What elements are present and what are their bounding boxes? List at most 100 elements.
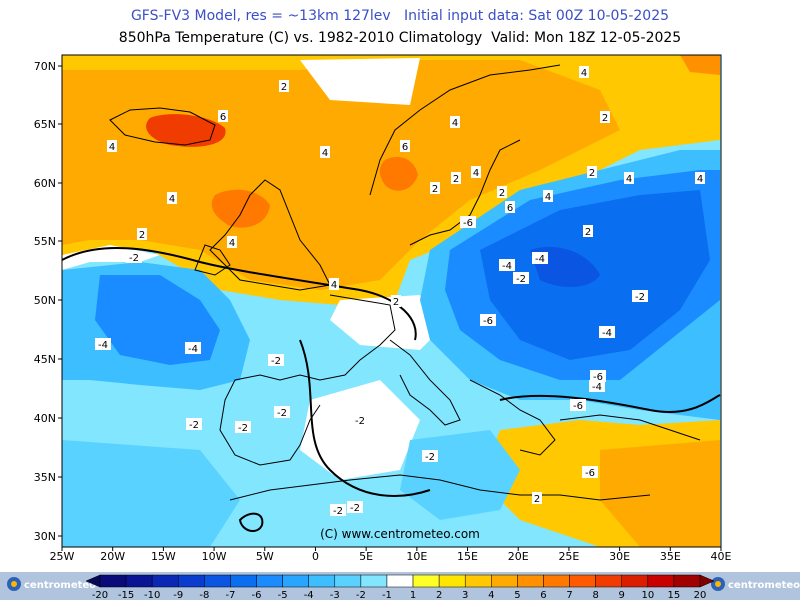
contour-label-bg (430, 182, 440, 194)
contour-label: 4 (626, 174, 632, 185)
legend-swatch (125, 574, 153, 588)
legend-label: -5 (278, 590, 288, 600)
lat-label: 65N (34, 118, 56, 131)
legend-label: 20 (694, 590, 707, 600)
legend-label: -4 (304, 590, 314, 600)
legend-swatch (282, 574, 309, 588)
legend-label: 5 (514, 590, 520, 600)
contour-label-bg (218, 110, 228, 122)
legend-label: 15 (668, 590, 681, 600)
contour-label: -2 (271, 356, 281, 367)
contour-label: 4 (322, 148, 328, 159)
contour-label-bg (532, 252, 548, 264)
contour-label: 2 (602, 113, 608, 124)
lat-label: 30N (34, 530, 56, 543)
legend-labels: -20 -15 -10 -9 -8 -7 -6 -5 -4 -3 -2 -1 1 2 3 4 5 6 7 8 9 10 15… (92, 590, 707, 600)
legend-swatch (99, 574, 127, 588)
contour-label-bg (274, 406, 290, 418)
contour-label: 2 (499, 188, 505, 199)
contour-label-bg (497, 186, 507, 198)
contour-label-bg (126, 251, 142, 263)
contour-label: -4 (535, 254, 545, 265)
contour-label: -4 (98, 340, 108, 351)
contour-label: 2 (139, 230, 145, 241)
legend-swatch (673, 574, 701, 588)
legend-label: -10 (144, 590, 160, 600)
lon-label: 15W (151, 550, 176, 563)
contour-label: 2 (534, 494, 540, 505)
contour-label: 2 (393, 297, 399, 308)
legend-swatch (412, 574, 440, 588)
legend-label: -9 (173, 590, 183, 600)
legend-swatch (464, 574, 492, 588)
legend-swatch (621, 574, 649, 588)
legend-label: 10 (641, 590, 654, 600)
contour-label-bg (579, 66, 589, 78)
legend-swatch (543, 574, 570, 588)
brand-logo-right[interactable]: centrometeo (711, 577, 800, 591)
brand-right-text: centrometeo (728, 580, 800, 591)
contour-label-bg (499, 259, 515, 271)
contour-label: 2 (589, 168, 595, 179)
contour-label: -4 (188, 344, 198, 355)
contour-label: -2 (238, 423, 248, 434)
legend-swatch (151, 574, 179, 588)
contour-label-bg (235, 421, 251, 433)
legend-swatch (569, 574, 596, 588)
lat-label: 50N (34, 294, 56, 307)
legend-colorbar (85, 574, 715, 588)
lon-label: 10E (406, 550, 427, 563)
contour-label-bg (632, 290, 648, 302)
map-frame (61, 54, 722, 548)
legend-label: 1 (410, 590, 416, 600)
contour-label: -6 (593, 372, 603, 383)
contour-label: -2 (129, 253, 139, 264)
legend-swatch (360, 574, 388, 588)
legend: centrometeo centrometeo -20 -15 -10 -9 -8 -7-… (0, 572, 800, 600)
legend-swatch (517, 574, 544, 588)
contour-label: 4 (473, 168, 479, 179)
lon-label: 5W (256, 550, 274, 563)
contour-label-bg (513, 272, 529, 284)
contour-label-bg (589, 380, 605, 392)
contour-label-bg (347, 501, 363, 513)
lon-label: 0 (312, 550, 319, 563)
chart-title-line2: 850hPa Temperature (C) vs. 1982-2010 Cli… (118, 30, 682, 46)
contour-label-bg (137, 228, 147, 240)
lon-label: 5E (359, 550, 373, 563)
legend-label: 3 (462, 590, 468, 600)
contour-label: -2 (635, 292, 645, 303)
contour-label-bg (460, 216, 476, 228)
contour-label-bg (422, 450, 438, 462)
contour-label-bg (268, 354, 284, 366)
lon-label: 20E (508, 550, 529, 563)
contour-label-bg (400, 140, 410, 152)
contour-label: 4 (581, 68, 587, 79)
contour-label-bg (599, 326, 615, 338)
legend-label: -6 (252, 590, 262, 600)
contour-label-bg (167, 192, 177, 204)
legend-label: 6 (540, 590, 546, 600)
contour-label: -2 (189, 420, 199, 431)
contour-label: 2 (432, 184, 438, 195)
contour-label-bg (450, 116, 460, 128)
coastlines (109, 64, 701, 501)
legend-label: 7 (566, 590, 572, 600)
contour-label-bg (186, 418, 202, 430)
contour-label-bg (451, 172, 461, 184)
legend-swatch (386, 574, 414, 588)
contour-label: -4 (592, 382, 602, 393)
legend-label: -1 (382, 590, 392, 600)
legend-label: 4 (488, 590, 494, 600)
lat-label: 40N (34, 412, 56, 425)
legend-swatch (334, 574, 362, 588)
lon-label: 40E (711, 550, 732, 563)
legend-swatch (230, 574, 257, 588)
longitude-labels: 25W 20W 15W 10W 5W 0 5E 10E 15E 20E 25E 30E 35E 40E (50, 547, 732, 563)
brand-logo-left[interactable]: centrometeo (7, 577, 96, 591)
chart-title-line1: GFS-FV3 Model, res = ~13km 127lev Initia… (130, 8, 670, 24)
contour-label: 2 (281, 82, 287, 93)
contour-label-bg (95, 338, 111, 350)
contour-label-bg (624, 172, 634, 184)
